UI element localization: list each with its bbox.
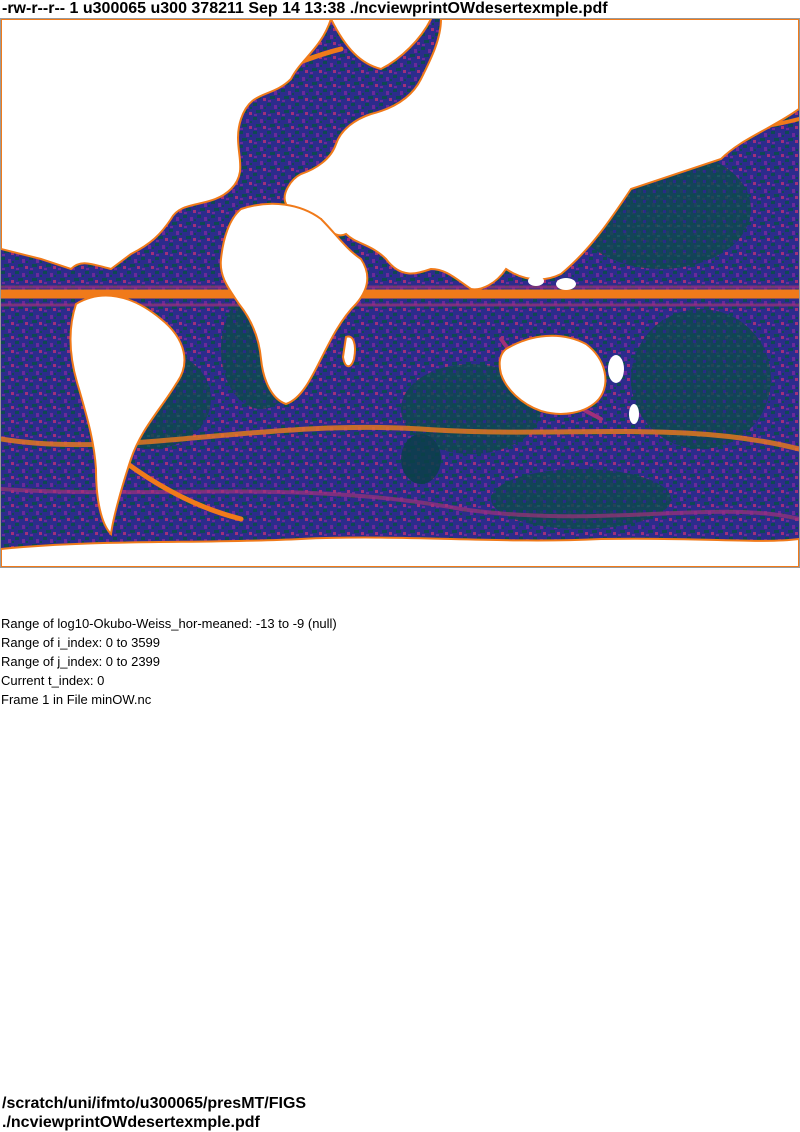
variable-range: Range of log10-Okubo-Weiss_hor-meaned: -… bbox=[1, 616, 337, 631]
madagascar bbox=[341, 335, 356, 368]
south-america bbox=[69, 294, 186, 537]
land-masses bbox=[1, 19, 799, 567]
footer-file: ./ncviewprintOWdesertexmple.pdf bbox=[2, 1114, 260, 1131]
footer-path: /scratch/uni/ifmto/u300065/presMT/FIGS bbox=[2, 1095, 307, 1112]
islands bbox=[528, 202, 639, 424]
variable-info: Range of log10-Okubo-Weiss_hor-meaned: -… bbox=[1, 614, 337, 709]
file-listing-header: -rw-r--r-- 1 u300065 u300 378211 Sep 14 … bbox=[2, 0, 608, 17]
footer: /scratch/uni/ifmto/u300065/presMT/FIGS .… bbox=[2, 1094, 306, 1132]
africa bbox=[219, 202, 369, 406]
i-index-range: Range of i_index: 0 to 3599 bbox=[1, 635, 161, 650]
current-t-index: Current t_index: 0 bbox=[1, 673, 105, 688]
australia bbox=[498, 334, 607, 415]
north-america bbox=[1, 19, 333, 271]
antarctica bbox=[1, 536, 799, 567]
eurasia bbox=[283, 19, 799, 291]
frame-file: Frame 1 in File minOW.nc bbox=[1, 692, 152, 707]
j-index-range: Range of j_index: 0 to 2399 bbox=[1, 654, 161, 669]
map-frame bbox=[0, 18, 800, 568]
okubo-weiss-map bbox=[1, 19, 799, 567]
greenland bbox=[329, 19, 433, 71]
